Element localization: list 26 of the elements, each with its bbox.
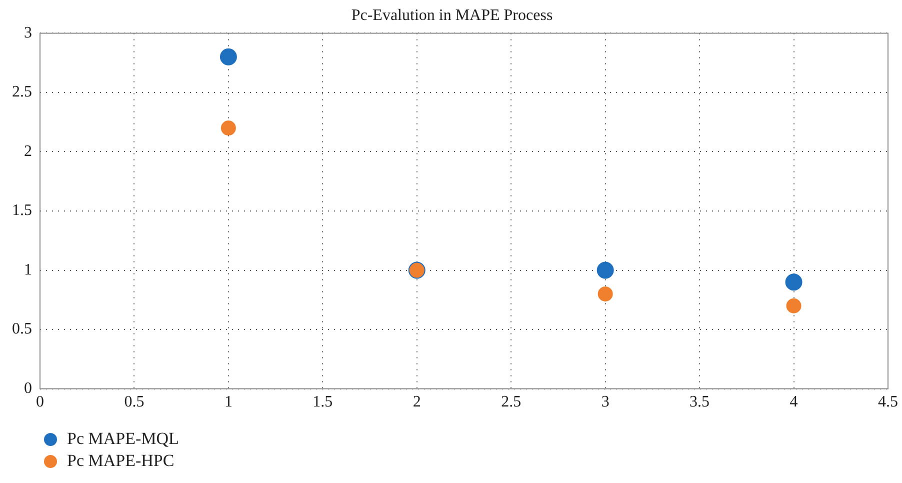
y-tick-label: 0 <box>24 380 32 398</box>
x-tick-label: 3.5 <box>690 394 710 411</box>
chart-title: Pc-Evalution in MAPE Process <box>351 6 553 24</box>
y-tick-label: 1.5 <box>12 202 32 220</box>
point <box>785 274 802 291</box>
legend-label: Pc MAPE-MQL <box>67 429 179 449</box>
x-tick-label: 0.5 <box>124 394 144 411</box>
x-tick-label: 4.5 <box>878 394 898 411</box>
x-tick-label: 4 <box>790 394 798 411</box>
x-tick-label: 0 <box>36 394 44 411</box>
x-tick-label: 3 <box>601 394 610 411</box>
x-tick-label: 2 <box>412 394 421 411</box>
point <box>786 298 802 314</box>
x-tick-label: 1.5 <box>312 394 333 411</box>
point <box>596 262 614 279</box>
point <box>598 286 613 302</box>
y-tick-label: 2 <box>24 142 32 160</box>
y-tick-label: 0.5 <box>12 320 32 338</box>
y-tick-label: 3 <box>24 24 32 42</box>
x-tick-label: 2.5 <box>501 394 522 411</box>
point <box>220 48 237 66</box>
y-tick-label: 1 <box>24 261 32 278</box>
legend-label: Pc MAPE-HPC <box>67 451 174 471</box>
x-tick-label: 1 <box>224 394 232 411</box>
y-tick-label: 2.5 <box>12 84 32 101</box>
point <box>220 120 236 136</box>
